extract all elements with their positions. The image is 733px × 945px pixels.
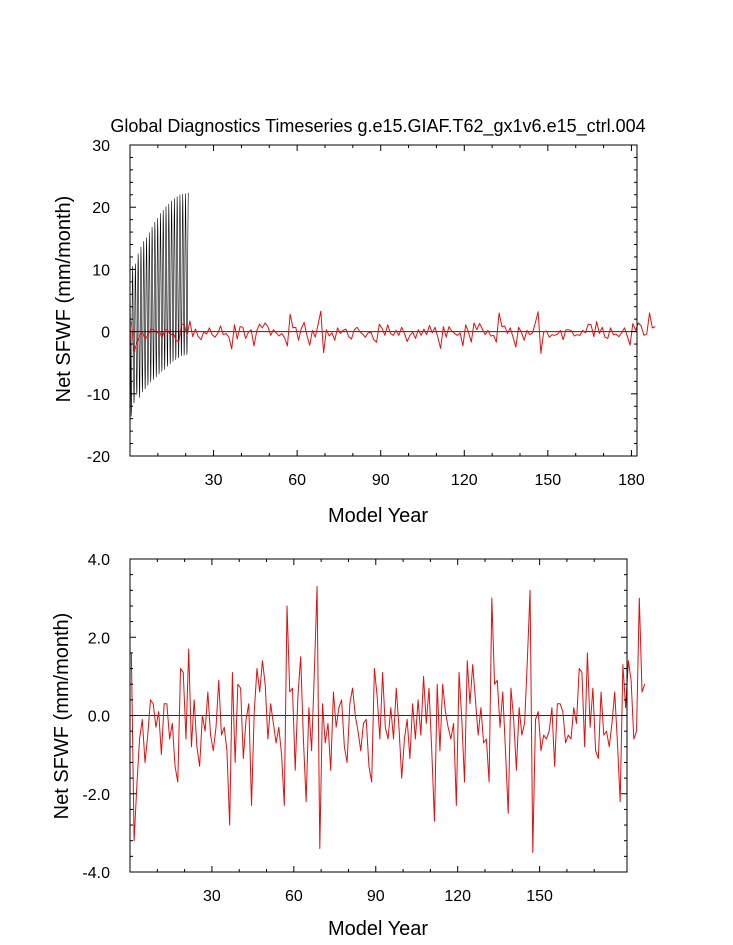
y-tick-label: -2.0: [82, 787, 110, 804]
x-tick-label: 90: [372, 472, 390, 489]
x-tick-label: 30: [203, 888, 221, 905]
bottom-x-ticks: 30 60 90 120 150: [156, 559, 595, 905]
x-tick-label: 30: [205, 472, 223, 489]
y-tick-label: 2.0: [88, 630, 110, 647]
x-tick-label: 120: [451, 472, 478, 489]
top-annual-series: [130, 310, 656, 354]
annual-mean-series-line: [130, 310, 656, 354]
bottom-y-axis-label: Net SFWF (mm/month): [51, 613, 73, 820]
y-tick-label: 0.0: [88, 709, 110, 726]
top-x-axis-label: Model Year: [328, 505, 428, 527]
top-y-axis-label: Net SFWF (mm/month): [53, 196, 75, 403]
plot-annual-mean: -4.0 -2.0 0.0 2.0 4.0 30 60 90 120 150 Model Yea…: [51, 552, 646, 940]
x-tick-label: 120: [444, 888, 471, 905]
x-tick-label: 60: [285, 888, 303, 905]
annual-mean-series-line: [130, 585, 646, 853]
x-tick-label: 180: [618, 472, 645, 489]
x-tick-label: 150: [526, 888, 553, 905]
top-monthly-series: [129, 192, 189, 417]
y-tick-label: 30: [92, 138, 110, 155]
top-x-ticks: 30 60 90 120 150 180: [157, 145, 645, 489]
x-tick-label: 150: [535, 472, 562, 489]
bottom-y-ticks: -4.0 -2.0 0.0 2.0 4.0: [82, 552, 627, 882]
y-tick-label: -20: [87, 449, 110, 466]
figure-title: Global Diagnostics Timeseries g.e15.GIAF…: [110, 116, 645, 137]
y-tick-label: -4.0: [82, 865, 110, 882]
x-tick-label: 60: [288, 472, 306, 489]
y-tick-label: 0: [101, 325, 110, 342]
bottom-annual-series: [130, 585, 646, 853]
top-y-ticks: -20 -10 0 10 20 30: [87, 138, 637, 466]
bottom-x-axis-label: Model Year: [328, 918, 428, 940]
y-tick-label: 4.0: [88, 552, 110, 569]
x-tick-label: 90: [367, 888, 385, 905]
top-plot-frame: [129, 144, 638, 457]
y-tick-label: -10: [87, 387, 110, 404]
y-tick-label: 10: [92, 262, 110, 279]
plot-monthly-and-annual: -20 -10 0 10 20 30 30 60 90 120 150 180 Model Year…: [53, 138, 656, 527]
monthly-series-line: [129, 192, 189, 417]
y-tick-label: 20: [92, 200, 110, 217]
